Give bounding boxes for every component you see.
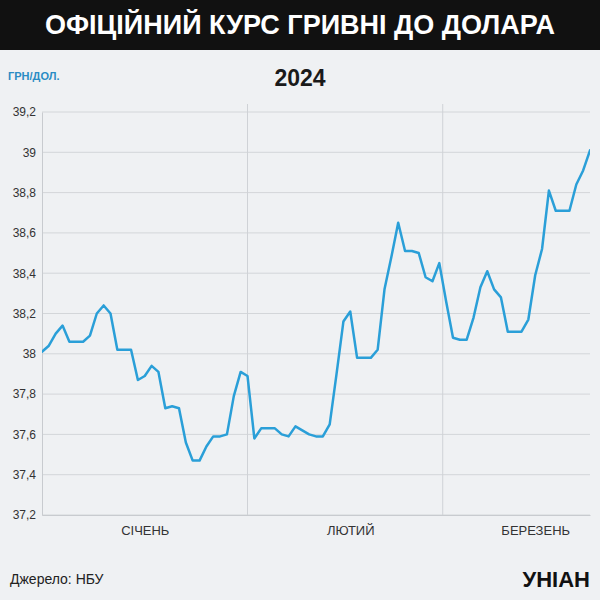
tick-label: СІЧЕНЬ	[121, 523, 169, 538]
tick-label: 38,6	[13, 226, 37, 240]
tick: 37,4	[13, 468, 42, 482]
tick: 37,8	[13, 387, 42, 401]
tick: СІЧЕНЬ	[121, 515, 169, 538]
tick: 37,2	[13, 508, 42, 522]
tick-label: 38,2	[13, 307, 37, 321]
tick: 39,2	[13, 105, 42, 119]
background	[0, 0, 600, 600]
tick-label: БЕРЕЗЕНЬ	[501, 523, 570, 538]
tick-label: 38,4	[13, 267, 37, 281]
month-dividers	[248, 104, 443, 515]
subtitle: 2024	[274, 65, 325, 91]
x-axis: СІЧЕНЬ ЛЮТИЙ БЕРЕЗЕНЬ	[43, 515, 591, 538]
tick: 38,2	[13, 307, 42, 321]
axis-line	[42, 113, 43, 516]
grid-line	[42, 232, 590, 233]
tick-label: 37,2	[13, 508, 37, 522]
grid-line	[42, 313, 590, 314]
tick: 39	[23, 146, 42, 160]
grid-line	[42, 152, 590, 153]
title: ОФІЦІЙНИЙ КУРС ГРИВНІ ДО ДОЛАРА	[45, 9, 555, 40]
tick-label: 37,6	[13, 428, 37, 442]
source: Джерело: НБУ	[10, 571, 104, 587]
tick-label: 39	[23, 146, 37, 160]
axis-line	[43, 515, 591, 516]
chart: ОФІЦІЙНИЙ КУРС ГРИВНІ ДО ДОЛАРА 2024 ГРН/Д…	[0, 0, 600, 600]
tick-label: 39,2	[13, 105, 37, 119]
month-divider	[442, 104, 443, 515]
tick: БЕРЕЗЕНЬ	[501, 515, 570, 538]
y-axis: 37,2 37,4 37,6 37,8 38 38,2 38,4 38,6 38,8 39 39,2	[13, 105, 43, 522]
grid-line	[42, 474, 590, 475]
grid-line	[42, 394, 590, 395]
title-bar	[0, 0, 600, 50]
grid-line	[42, 515, 590, 516]
tick: 37,6	[13, 428, 42, 442]
grid-line	[42, 192, 590, 193]
tick: 38,8	[13, 186, 42, 200]
plot-area	[42, 150, 590, 460]
grid-line	[42, 353, 590, 354]
tick: 38,6	[13, 226, 42, 240]
month-divider	[247, 104, 248, 515]
grid-line	[42, 112, 590, 113]
grid-line	[42, 434, 590, 435]
tick-label: 38	[23, 347, 37, 361]
tick-label: 37,4	[13, 468, 37, 482]
tick-label: 37,8	[13, 387, 37, 401]
grid-line	[42, 273, 590, 274]
logo: УНІАН	[523, 567, 590, 592]
tick: ЛЮТИЙ	[327, 515, 375, 538]
tick-label: ЛЮТИЙ	[327, 523, 375, 538]
tick: 38	[23, 347, 42, 361]
tick: 38,4	[13, 267, 42, 281]
grid	[42, 112, 590, 515]
line	[42, 150, 590, 460]
y-axis-title: ГРН/ДОЛ.	[8, 70, 59, 82]
tick-label: 38,8	[13, 186, 37, 200]
